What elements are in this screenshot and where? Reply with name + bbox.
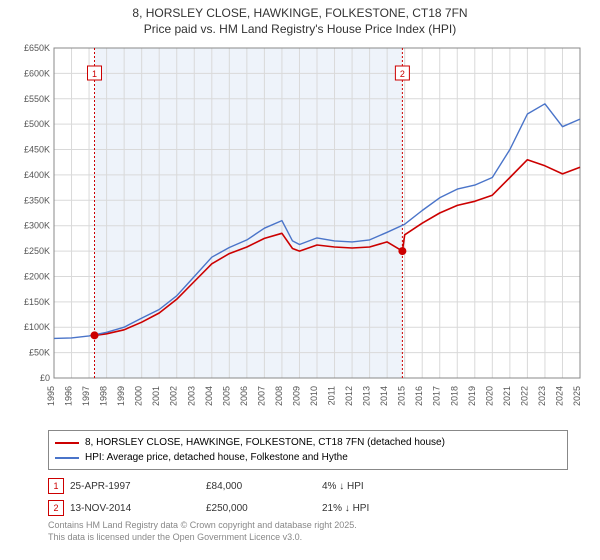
footer-line2: This data is licensed under the Open Gov… xyxy=(48,532,357,544)
svg-text:2006: 2006 xyxy=(239,386,249,406)
footer-line1: Contains HM Land Registry data © Crown c… xyxy=(48,520,357,532)
svg-text:1995: 1995 xyxy=(46,386,56,406)
legend-item: HPI: Average price, detached house, Folk… xyxy=(55,450,561,465)
svg-text:£350K: £350K xyxy=(24,195,50,205)
svg-text:1997: 1997 xyxy=(81,386,91,406)
svg-text:£500K: £500K xyxy=(24,119,50,129)
svg-text:2002: 2002 xyxy=(169,386,179,406)
svg-text:£200K: £200K xyxy=(24,271,50,281)
svg-text:2022: 2022 xyxy=(519,386,529,406)
svg-text:2010: 2010 xyxy=(309,386,319,406)
svg-text:£50K: £50K xyxy=(29,348,50,358)
chart-svg: £0 £50K £100K £150K £200K £250K £300K £350K £400… xyxy=(10,42,590,422)
svg-text:2001: 2001 xyxy=(151,386,161,406)
svg-text:1998: 1998 xyxy=(99,386,109,406)
sale-date: 13-NOV-2014 xyxy=(70,503,200,514)
sale-hpi-delta: 4% ↓ HPI xyxy=(322,481,402,492)
svg-text:2024: 2024 xyxy=(554,386,564,406)
sale-price: £84,000 xyxy=(206,481,316,492)
chart: £0 £50K £100K £150K £200K £250K £300K £350K £400… xyxy=(10,42,590,422)
svg-text:2021: 2021 xyxy=(502,386,512,406)
svg-text:£600K: £600K xyxy=(24,68,50,78)
svg-text:2003: 2003 xyxy=(186,386,196,406)
legend-swatch xyxy=(55,457,79,459)
svg-text:2023: 2023 xyxy=(537,386,547,406)
title-block: 8, HORSLEY CLOSE, HAWKINGE, FOLKESTONE, … xyxy=(0,0,600,36)
svg-text:1999: 1999 xyxy=(116,386,126,406)
svg-text:£450K: £450K xyxy=(24,145,50,155)
svg-text:£550K: £550K xyxy=(24,94,50,104)
svg-text:2025: 2025 xyxy=(572,386,582,406)
svg-text:£300K: £300K xyxy=(24,221,50,231)
svg-text:2: 2 xyxy=(400,69,405,79)
svg-text:2017: 2017 xyxy=(432,386,442,406)
svg-text:2020: 2020 xyxy=(484,386,494,406)
svg-text:1: 1 xyxy=(92,69,97,79)
svg-text:£400K: £400K xyxy=(24,170,50,180)
svg-text:2019: 2019 xyxy=(467,386,477,406)
svg-text:£150K: £150K xyxy=(24,297,50,307)
svg-text:2007: 2007 xyxy=(256,386,266,406)
svg-text:£250K: £250K xyxy=(24,246,50,256)
sale-price: £250,000 xyxy=(206,503,316,514)
svg-text:2015: 2015 xyxy=(397,386,407,406)
legend-swatch xyxy=(55,442,79,444)
svg-text:2009: 2009 xyxy=(291,386,301,406)
legend-label: 8, HORSLEY CLOSE, HAWKINGE, FOLKESTONE, … xyxy=(85,435,445,450)
title-address: 8, HORSLEY CLOSE, HAWKINGE, FOLKESTONE, … xyxy=(0,6,600,20)
sale-marker-row: 1 25-APR-1997 £84,000 4% ↓ HPI xyxy=(48,478,568,494)
legend: 8, HORSLEY CLOSE, HAWKINGE, FOLKESTONE, … xyxy=(48,430,568,470)
svg-text:1996: 1996 xyxy=(64,386,74,406)
sale-marker-row: 2 13-NOV-2014 £250,000 21% ↓ HPI xyxy=(48,500,568,516)
svg-text:2014: 2014 xyxy=(379,386,389,406)
svg-text:£650K: £650K xyxy=(24,43,50,53)
title-subtitle: Price paid vs. HM Land Registry's House … xyxy=(0,22,600,36)
svg-text:2004: 2004 xyxy=(204,386,214,406)
svg-text:£0: £0 xyxy=(40,373,50,383)
svg-text:2005: 2005 xyxy=(221,386,231,406)
svg-text:2008: 2008 xyxy=(274,386,284,406)
svg-text:£100K: £100K xyxy=(24,322,50,332)
chart-container: 8, HORSLEY CLOSE, HAWKINGE, FOLKESTONE, … xyxy=(0,0,600,560)
sale-markers-table: 1 25-APR-1997 £84,000 4% ↓ HPI 2 13-NOV-2014 £… xyxy=(48,472,568,516)
svg-text:2016: 2016 xyxy=(414,386,424,406)
sale-hpi-delta: 21% ↓ HPI xyxy=(322,503,402,514)
footer: Contains HM Land Registry data © Crown c… xyxy=(48,520,357,543)
svg-text:2000: 2000 xyxy=(134,386,144,406)
sale-date: 25-APR-1997 xyxy=(70,481,200,492)
svg-text:2013: 2013 xyxy=(362,386,372,406)
svg-text:2012: 2012 xyxy=(344,386,354,406)
svg-text:2011: 2011 xyxy=(327,386,337,405)
svg-text:2018: 2018 xyxy=(449,386,459,406)
sale-marker-number: 1 xyxy=(48,478,64,494)
sale-marker-number: 2 xyxy=(48,500,64,516)
legend-item: 8, HORSLEY CLOSE, HAWKINGE, FOLKESTONE, … xyxy=(55,435,561,450)
legend-label: HPI: Average price, detached house, Folk… xyxy=(85,450,348,465)
